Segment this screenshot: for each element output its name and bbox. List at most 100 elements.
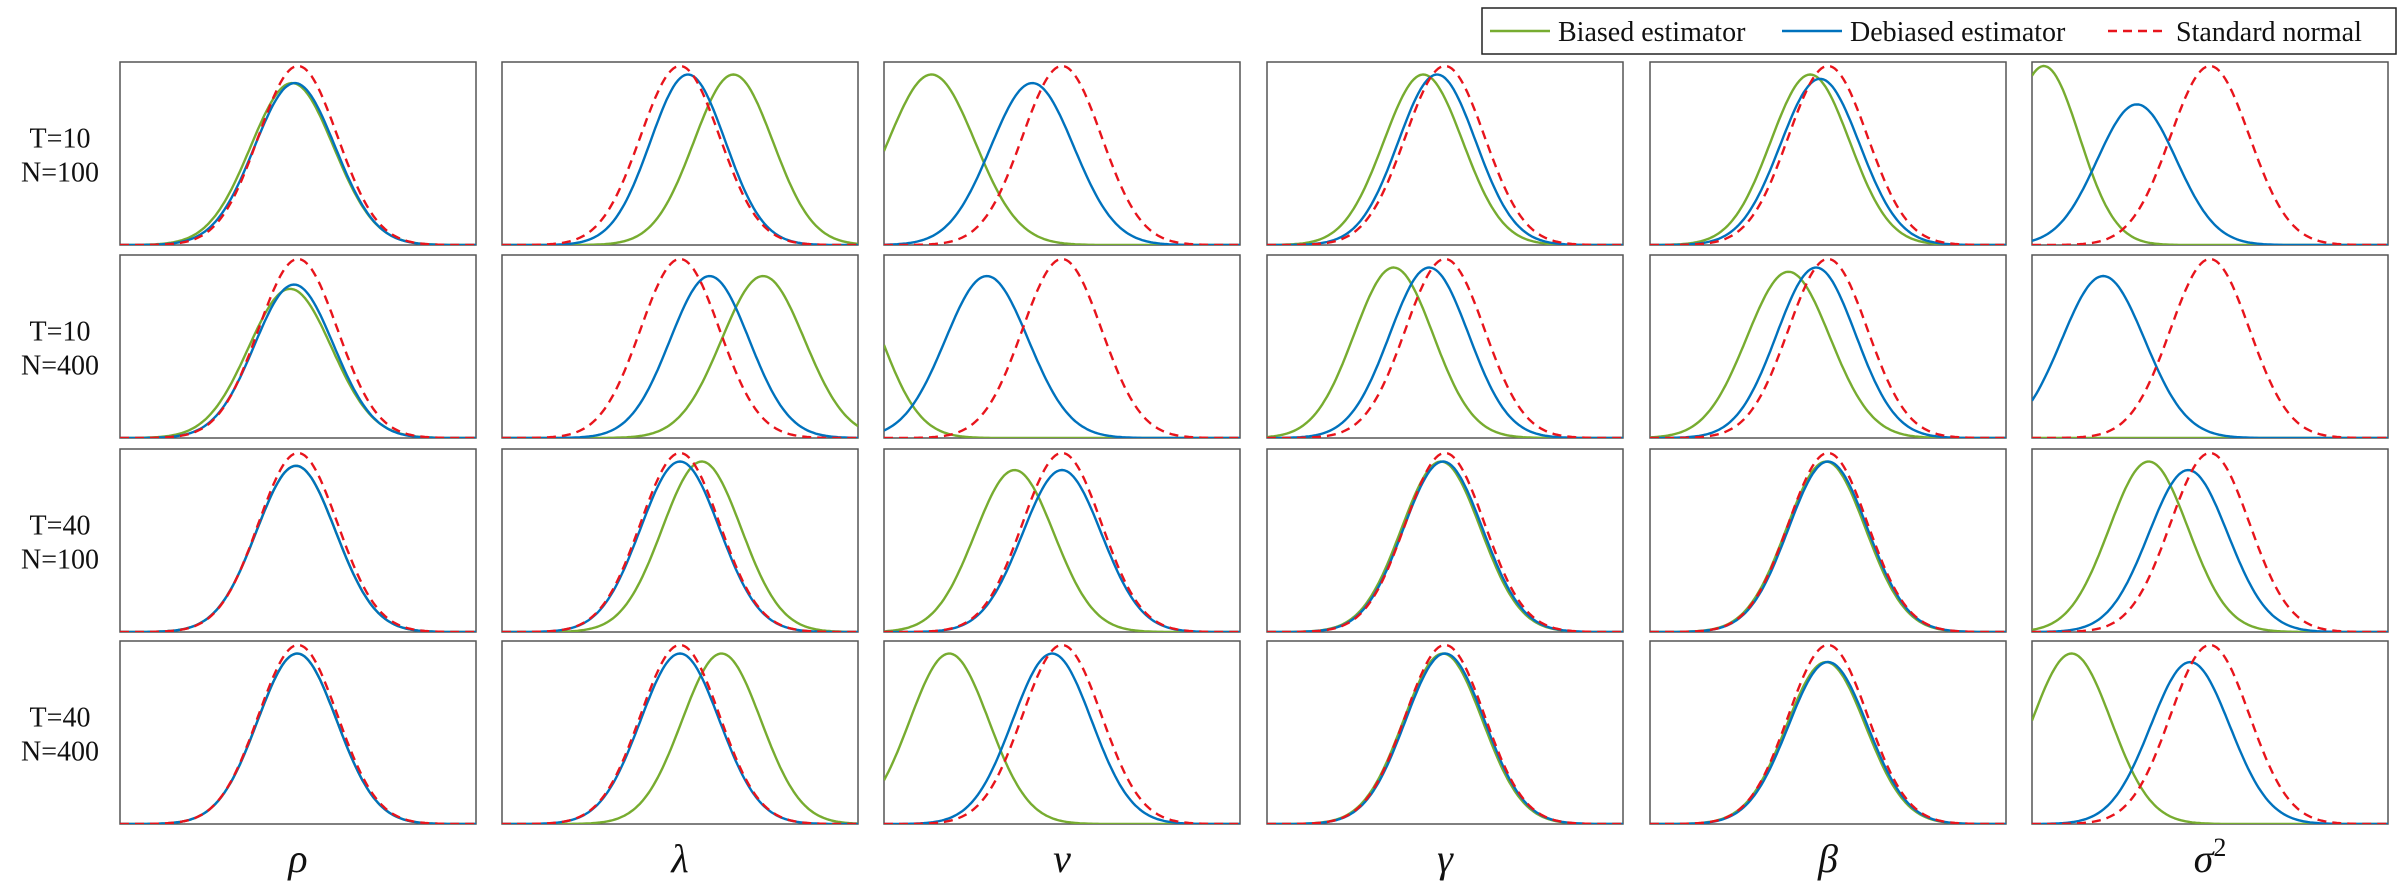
panel-r1-c2 (501, 61, 859, 246)
panel-frame (2031, 640, 2389, 825)
debiased-density-curve (120, 652, 476, 824)
row-label-line2: N=400 (21, 737, 99, 768)
row-label-line2: N=400 (21, 351, 99, 382)
panel-r3-c5 (1649, 448, 2007, 633)
debiased-density-curve (884, 468, 1240, 632)
debiased-density-curve (1267, 652, 1623, 824)
debiased-density-curve (2032, 103, 2388, 245)
panel-curves (1650, 64, 2006, 245)
panel-r4-c3 (883, 640, 1241, 825)
biased-density-curve (2032, 652, 2388, 824)
panel-curves (1267, 643, 1623, 824)
panel-curves (884, 643, 1240, 824)
panel-curves (502, 64, 858, 245)
panel-r1-c1 (119, 61, 477, 246)
panel-curves (1267, 257, 1623, 438)
biased-density-curve (2032, 460, 2388, 632)
debiased-density-curve (502, 652, 858, 824)
debiased-density-curve (120, 81, 476, 245)
panel-r3-c4 (1266, 448, 1624, 633)
row-label-line2: N=100 (21, 158, 99, 189)
column-labels: ρ λ ν γ β σ2 (286, 833, 2226, 881)
debiased-density-curve (1650, 266, 2006, 438)
panel-curves (120, 257, 476, 438)
biased-density-curve (502, 73, 858, 245)
panel-curves (2032, 643, 2388, 824)
panel-r3-c2 (501, 448, 859, 633)
panel-curves (2032, 257, 2388, 438)
panel-frame (1266, 448, 1624, 633)
panel-r4-c6 (2031, 640, 2389, 825)
biased-density-curve (502, 652, 858, 824)
panel-curves (884, 64, 1240, 245)
panel-r3-c6 (2031, 448, 2389, 633)
panel-curves (1267, 451, 1623, 632)
panel-frame (501, 61, 859, 246)
legend: Biased estimator Debiased estimator Stan… (1481, 7, 2397, 55)
panel-r2-c3 (883, 254, 1241, 439)
column-label: β (1817, 836, 1838, 881)
debiased-density-curve (1267, 460, 1623, 632)
panel-frame (883, 254, 1241, 439)
panel-curves (1650, 451, 2006, 632)
row-label-line1: T=40 (30, 703, 91, 734)
panel-r2-c5 (1649, 254, 2007, 439)
panel-r1-c4 (1266, 61, 1624, 246)
biased-density-curve (502, 274, 858, 438)
debiased-density-curve (502, 274, 858, 438)
panel-curves (1650, 257, 2006, 438)
panel-curves (2032, 451, 2388, 632)
debiased-density-curve (884, 652, 1240, 824)
panel-r4-c2 (501, 640, 859, 825)
panel-r1-c6 (2031, 61, 2389, 246)
biased-density-curve (884, 344, 1240, 438)
panel-frame (1649, 640, 2007, 825)
panel-frame (2031, 254, 2389, 439)
panel-r4-c4 (1266, 640, 1624, 825)
legend-label-biased: Biased estimator (1558, 17, 1746, 48)
panel-r4-c5 (1649, 640, 2007, 825)
column-label: λ (670, 836, 688, 881)
panel-frame (501, 448, 859, 633)
debiased-density-curve (1650, 77, 2006, 245)
panel-curves (2032, 64, 2388, 245)
panel-grid (119, 61, 2389, 825)
column-label-superscript: 2 (2213, 833, 2226, 862)
panel-frame (1266, 254, 1624, 439)
row-label-line1: T=40 (30, 511, 91, 542)
panel-r2-c2 (501, 254, 859, 439)
biased-density-curve (884, 73, 1240, 245)
row-label-line1: T=10 (30, 317, 91, 348)
debiased-density-curve (884, 274, 1240, 438)
panel-frame (1649, 254, 2007, 439)
panel-frame (119, 640, 477, 825)
panel-r2-c4 (1266, 254, 1624, 439)
panel-frame (883, 448, 1241, 633)
biased-density-curve (884, 652, 1240, 824)
debiased-density-curve (1650, 660, 2006, 824)
panel-frame (119, 61, 477, 246)
panel-curves (884, 257, 1240, 438)
debiased-density-curve (502, 460, 858, 632)
panel-r4-c1 (119, 640, 477, 825)
biased-density-curve (502, 460, 858, 632)
panel-frame (2031, 448, 2389, 633)
panel-r1-c3 (883, 61, 1241, 246)
panel-curves (120, 643, 476, 824)
panel-frame (119, 448, 477, 633)
column-label: ρ (286, 836, 307, 881)
row-label-line2: N=100 (21, 545, 99, 576)
panel-curves (502, 643, 858, 824)
panel-frame (1649, 448, 2007, 633)
panel-r2-c1 (119, 254, 477, 439)
panel-curves (1267, 64, 1623, 245)
column-label: ν (1053, 836, 1071, 881)
debiased-density-curve (2032, 660, 2388, 824)
debiased-density-curve (120, 283, 476, 438)
panel-curves (120, 451, 476, 632)
panel-frame (501, 254, 859, 439)
panel-frame (883, 61, 1241, 246)
debiased-density-curve (1650, 460, 2006, 632)
panel-curves (1650, 643, 2006, 824)
